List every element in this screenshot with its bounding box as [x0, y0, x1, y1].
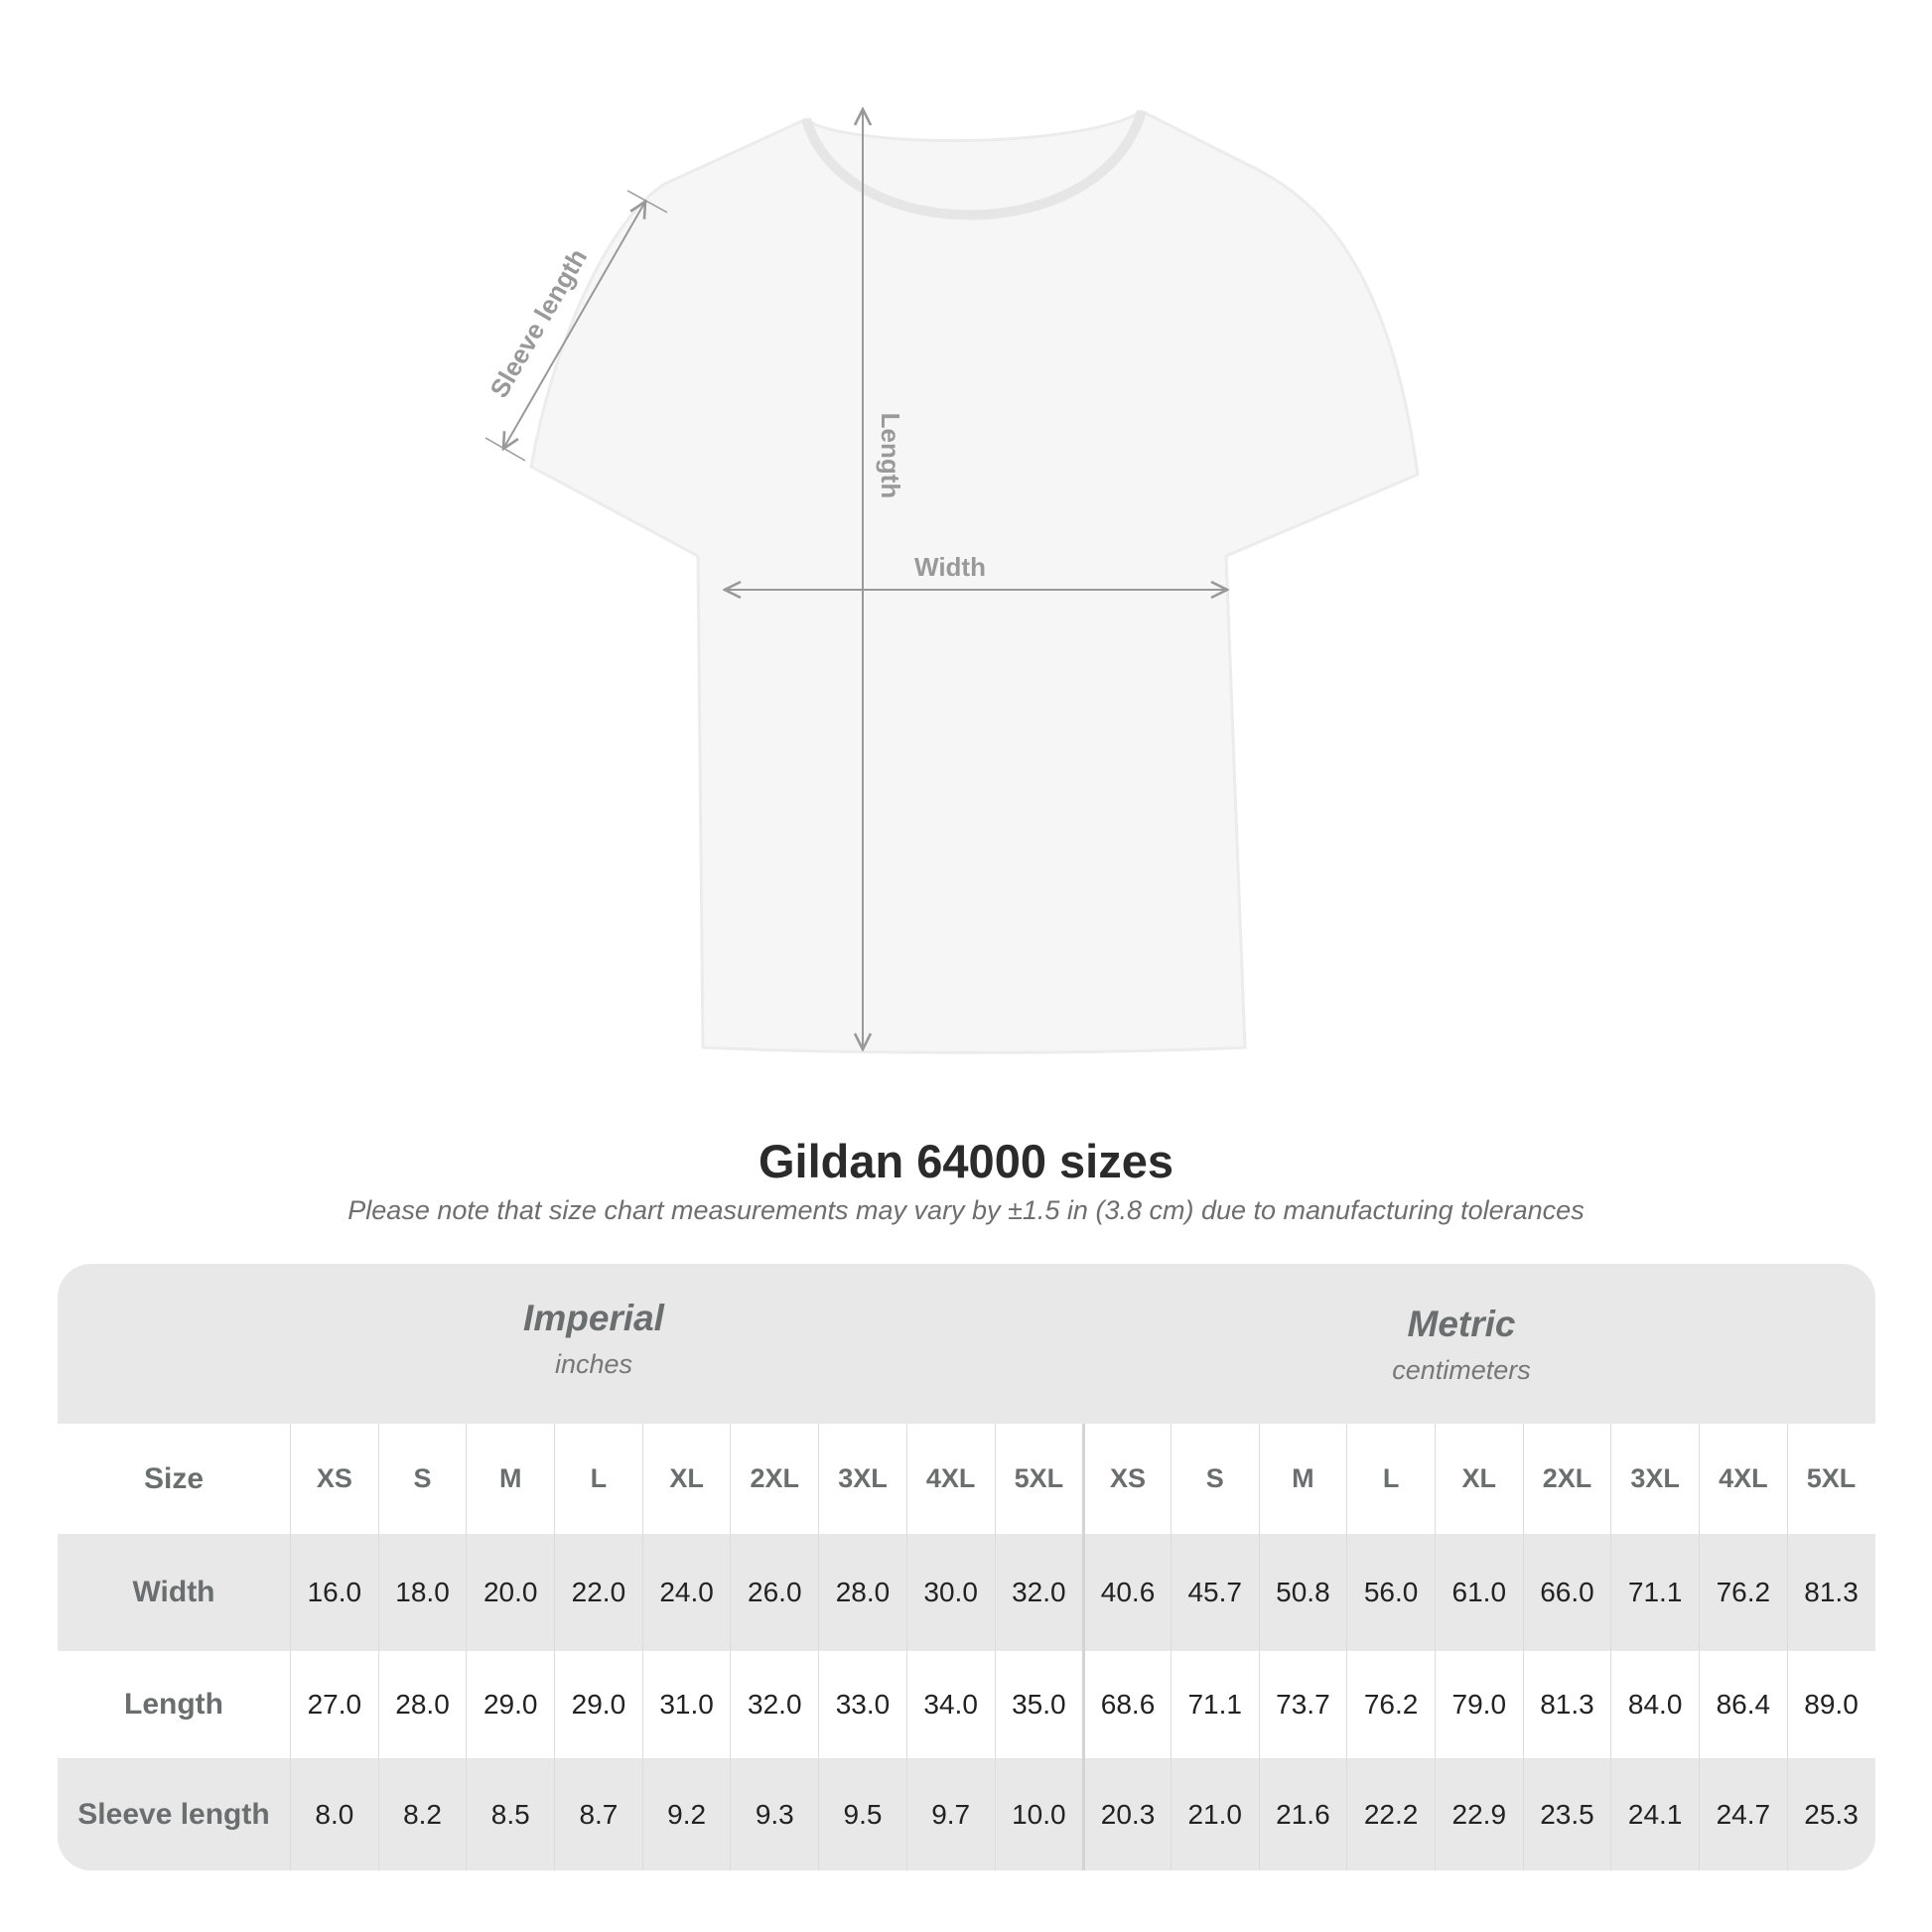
size-row: Size XS S M L XL 2XL 3XL 4XL 5XL XS S M L XL 2XL 3XL 4XL 5… [58, 1424, 1875, 1534]
metric-value-cell: 21.6 [1258, 1758, 1347, 1870]
width-label: Width [914, 552, 986, 582]
row-label: Sleeve length [77, 1797, 270, 1831]
metric-value-cell: 81.3 [1786, 1534, 1875, 1651]
size-header-label: Size [143, 1461, 205, 1495]
imperial-value-cell: 34.0 [905, 1651, 995, 1758]
imperial-value-cell: 16.0 [290, 1534, 378, 1651]
imperial-value-cell: 9.5 [818, 1758, 906, 1870]
metric-unit: centimeters [1392, 1355, 1531, 1385]
table-row: Width 16.0 18.0 20.0 22.0 24.0 26.0 28.0 30.0 32.… [58, 1534, 1875, 1651]
length-label: Length [876, 413, 905, 499]
imperial-value-cell: 27.0 [290, 1651, 378, 1758]
metric-value-cell: 56.0 [1346, 1534, 1435, 1651]
imperial-value-cell: 31.0 [641, 1651, 731, 1758]
imperial-size-s: S [377, 1424, 467, 1534]
imperial-header: Imperial inches [345, 1298, 842, 1380]
metric-value-cell: 61.0 [1434, 1534, 1523, 1651]
tshirt-shape [529, 109, 1420, 1054]
imperial-value-cell: 29.0 [554, 1651, 642, 1758]
metric-value-cell: 66.0 [1522, 1534, 1611, 1651]
imperial-value-cell: 30.0 [905, 1534, 995, 1651]
metric-value-cell: 89.0 [1786, 1651, 1875, 1758]
metric-value-cell: 40.6 [1082, 1534, 1171, 1651]
metric-size-2xl: 2XL [1522, 1424, 1611, 1534]
imperial-value-cell: 8.5 [466, 1758, 554, 1870]
imperial-value-cell: 9.7 [905, 1758, 995, 1870]
metric-value-cell: 76.2 [1346, 1651, 1435, 1758]
imperial-value-cell: 26.0 [730, 1534, 818, 1651]
metric-value-cell: 84.0 [1610, 1651, 1699, 1758]
imperial-size-2xl: 2XL [730, 1424, 818, 1534]
imperial-value-cell: 20.0 [466, 1534, 554, 1651]
size-table: Imperial inches Metric centimeters Size X… [58, 1264, 1875, 1870]
imperial-value-cell: 32.0 [730, 1651, 818, 1758]
metric-value-cell: 81.3 [1522, 1651, 1611, 1758]
imperial-value-cell: 35.0 [994, 1651, 1083, 1758]
imperial-value-cell: 33.0 [818, 1651, 906, 1758]
imperial-value-cell: 8.2 [377, 1758, 467, 1870]
metric-value-cell: 23.5 [1522, 1758, 1611, 1870]
metric-value-cell: 21.0 [1170, 1758, 1259, 1870]
imperial-value-cell: 9.3 [730, 1758, 818, 1870]
metric-value-cell: 50.8 [1258, 1534, 1347, 1651]
imperial-unit: inches [554, 1349, 633, 1379]
imperial-value-cell: 28.0 [377, 1651, 467, 1758]
metric-size-s: S [1170, 1424, 1259, 1534]
imperial-value-cell: 9.2 [641, 1758, 731, 1870]
metric-value-cell: 25.3 [1786, 1758, 1875, 1870]
metric-value-cell: 22.2 [1346, 1758, 1435, 1870]
metric-size-5xl: 5XL [1786, 1424, 1875, 1534]
metric-value-cell: 71.1 [1610, 1534, 1699, 1651]
metric-value-cell: 76.2 [1699, 1534, 1787, 1651]
metric-size-m: M [1258, 1424, 1347, 1534]
row-label: Length [124, 1688, 223, 1721]
metric-value-cell: 68.6 [1082, 1651, 1171, 1758]
imperial-value-cell: 28.0 [818, 1534, 906, 1651]
imperial-value-cell: 22.0 [554, 1534, 642, 1651]
imperial-size-4xl: 4XL [905, 1424, 995, 1534]
row-label: Width [132, 1576, 215, 1608]
imperial-size-xl: XL [641, 1424, 731, 1534]
imperial-size-l: L [554, 1424, 642, 1534]
imperial-size-5xl: 5XL [994, 1424, 1083, 1534]
imperial-value-cell: 24.0 [641, 1534, 731, 1651]
metric-size-xs: XS [1082, 1424, 1171, 1534]
table-row: Length 27.0 28.0 29.0 29.0 31.0 32.0 33.0 34.0 35… [58, 1651, 1875, 1758]
metric-header: Metric centimeters [1213, 1304, 1710, 1386]
page-title: Gildan 64000 sizes [758, 1135, 1174, 1187]
metric-value-cell: 20.3 [1082, 1758, 1171, 1870]
metric-size-xl: XL [1434, 1424, 1523, 1534]
imperial-size-m: M [466, 1424, 554, 1534]
imperial-value-cell: 8.0 [290, 1758, 378, 1870]
imperial-size-xs: XS [290, 1424, 378, 1534]
imperial-value-cell: 29.0 [466, 1651, 554, 1758]
tshirt-collar [801, 109, 1147, 220]
imperial-value-cell: 10.0 [994, 1758, 1083, 1870]
sleeve-length-arrow [503, 202, 645, 449]
metric-value-cell: 45.7 [1170, 1534, 1259, 1651]
metric-size-4xl: 4XL [1699, 1424, 1787, 1534]
metric-value-cell: 86.4 [1699, 1651, 1787, 1758]
imperial-size-3xl: 3XL [818, 1424, 906, 1534]
imperial-value-cell: 32.0 [994, 1534, 1083, 1651]
tolerance-note: Please note that size chart measurements… [347, 1195, 1585, 1225]
imperial-title: Imperial [523, 1298, 664, 1338]
metric-value-cell: 79.0 [1434, 1651, 1523, 1758]
metric-value-cell: 22.9 [1434, 1758, 1523, 1870]
imperial-value-cell: 18.0 [377, 1534, 467, 1651]
table-row: Sleeve length 8.0 8.2 8.5 8.7 9.2 9.3 9.5 9.7 10.… [58, 1758, 1875, 1870]
metric-value-cell: 24.1 [1610, 1758, 1699, 1870]
metric-value-cell: 73.7 [1258, 1651, 1347, 1758]
imperial-value-cell: 8.7 [554, 1758, 642, 1870]
tshirt-diagram: Sleeve length Length Width [483, 0, 1420, 1054]
metric-value-cell: 24.7 [1699, 1758, 1787, 1870]
metric-size-l: L [1346, 1424, 1435, 1534]
metric-title: Metric [1407, 1304, 1516, 1344]
metric-value-cell: 71.1 [1170, 1651, 1259, 1758]
metric-size-3xl: 3XL [1610, 1424, 1699, 1534]
